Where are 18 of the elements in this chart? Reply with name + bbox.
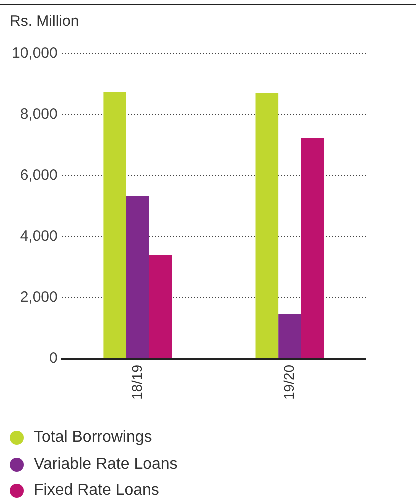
legend-label: Total Borrowings	[34, 429, 152, 448]
y-tick-label: 10,000	[12, 45, 58, 62]
y-axis-title: Rs. Million	[10, 13, 80, 30]
bar	[301, 138, 324, 358]
legend-label: Variable Rate Loans	[34, 456, 178, 474]
bar	[278, 314, 302, 358]
y-tick-label: 6,000	[20, 167, 58, 184]
bar	[149, 255, 172, 358]
bar	[256, 93, 279, 358]
y-tick-label: 2,000	[20, 289, 58, 306]
bar	[104, 92, 127, 358]
bar	[126, 196, 150, 358]
y-tick-label: 4,000	[20, 228, 58, 246]
y-tick-label: 0	[50, 350, 58, 368]
x-tick-label: 18/19	[128, 364, 145, 400]
legend-label: Fixed Rate Loans	[34, 482, 160, 498]
x-tick-label: 19/20	[280, 364, 297, 400]
y-tick-label: 8,000	[20, 106, 58, 124]
